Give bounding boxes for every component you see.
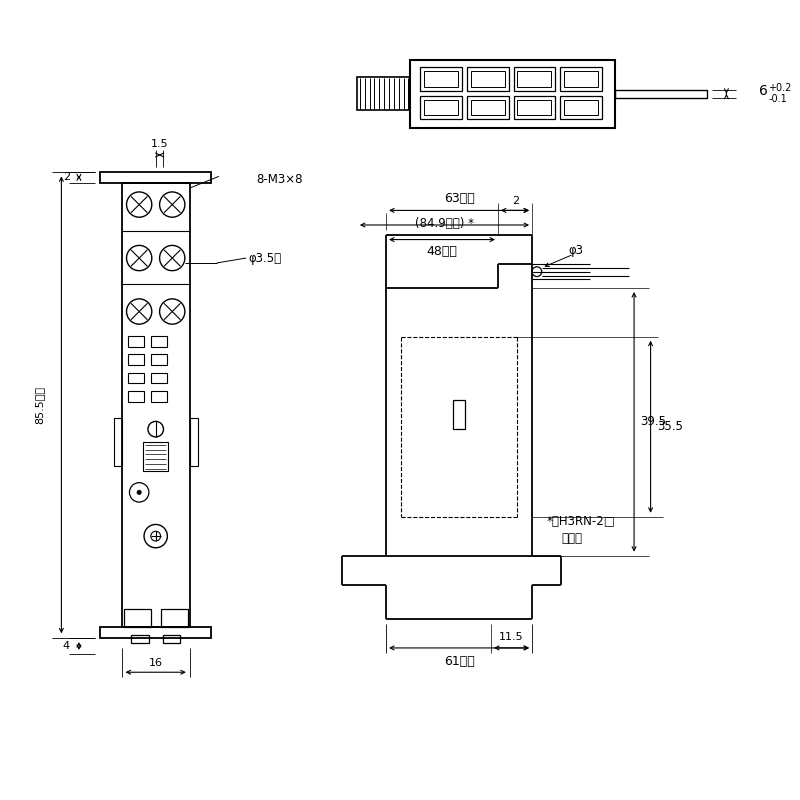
Bar xyxy=(161,609,188,626)
Bar xyxy=(143,442,168,471)
Bar xyxy=(357,78,410,110)
Bar xyxy=(127,373,144,383)
Bar xyxy=(424,99,458,115)
Text: 16: 16 xyxy=(149,658,162,667)
Text: 39.5: 39.5 xyxy=(641,415,666,428)
Bar xyxy=(564,99,598,115)
Text: -0.1: -0.1 xyxy=(768,94,787,103)
Bar xyxy=(114,418,122,466)
Text: 装着時: 装着時 xyxy=(561,531,582,545)
Bar xyxy=(564,71,598,87)
Bar xyxy=(420,67,462,91)
Text: 4: 4 xyxy=(62,641,70,651)
Text: 35.5: 35.5 xyxy=(657,420,683,433)
Bar xyxy=(127,391,144,402)
Text: 48以下: 48以下 xyxy=(426,245,457,258)
Text: φ3: φ3 xyxy=(568,244,583,257)
Text: 8-M3×8: 8-M3×8 xyxy=(256,173,302,186)
Bar xyxy=(467,96,509,119)
Bar xyxy=(151,391,167,402)
Bar xyxy=(420,96,462,119)
Text: 61以下: 61以下 xyxy=(444,655,474,668)
Bar xyxy=(518,99,551,115)
Text: 63以下: 63以下 xyxy=(444,192,474,206)
Bar xyxy=(151,354,167,365)
Bar xyxy=(124,609,151,626)
Text: 1.5: 1.5 xyxy=(150,139,169,150)
Bar xyxy=(424,71,458,87)
Bar xyxy=(127,354,144,365)
Bar xyxy=(100,171,211,183)
Bar xyxy=(470,99,505,115)
Bar xyxy=(127,336,144,346)
Text: 6: 6 xyxy=(758,84,767,98)
Text: φ3.5穴: φ3.5穴 xyxy=(248,251,281,265)
Bar xyxy=(122,183,190,626)
Bar xyxy=(614,90,707,98)
Bar xyxy=(100,626,211,638)
Text: +0.2: +0.2 xyxy=(768,83,792,93)
Text: 85.5以下: 85.5以下 xyxy=(34,386,44,424)
Text: 2: 2 xyxy=(62,172,70,182)
Bar xyxy=(190,418,198,466)
Bar xyxy=(518,71,551,87)
Bar xyxy=(131,635,149,643)
Bar xyxy=(560,96,602,119)
Bar xyxy=(151,373,167,383)
Text: *形H3RN-2□: *形H3RN-2□ xyxy=(546,515,615,528)
Text: 2: 2 xyxy=(512,196,519,206)
Bar xyxy=(467,67,509,91)
Bar xyxy=(560,67,602,91)
Bar xyxy=(470,71,505,87)
Text: (84.9以下) *: (84.9以下) * xyxy=(415,217,474,230)
Bar xyxy=(514,67,555,91)
Bar xyxy=(454,400,465,429)
Bar xyxy=(151,336,167,346)
Text: 11.5: 11.5 xyxy=(499,632,524,642)
Bar xyxy=(162,635,180,643)
Bar xyxy=(514,96,555,119)
Bar xyxy=(410,60,614,128)
Circle shape xyxy=(138,490,141,494)
